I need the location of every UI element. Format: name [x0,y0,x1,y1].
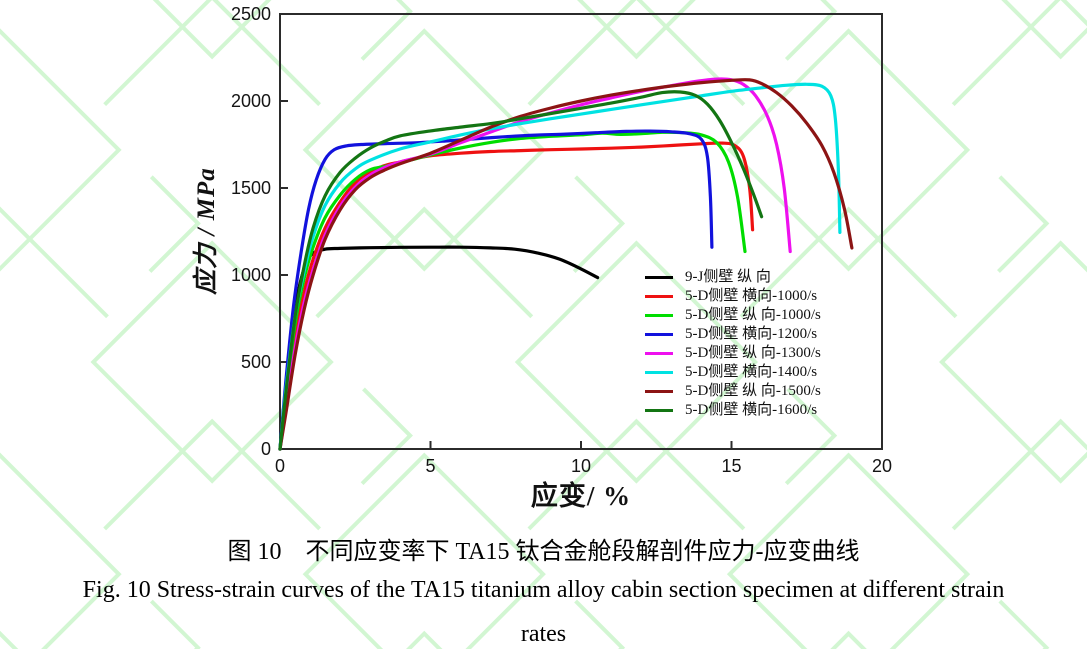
legend-line-swatch [645,409,673,412]
caption-english-line1: Fig. 10 Stress-strain curves of the TA15… [82,577,1005,603]
curve-2 [278,130,747,451]
x-tick-label: 15 [721,456,741,476]
legend-label: 5-D侧壁 纵 向-1000/s [685,307,821,323]
legend: 9-J侧壁 纵 向 5-D侧壁 横向-1000/s 5-D侧壁 纵 向-1000/s… [645,268,877,420]
axis-ticks [280,100,733,449]
curve-7 [278,90,764,451]
x-axis-title: 应变/ % [530,481,632,511]
y-tick-label: 1000 [231,265,271,285]
legend-item: 5-D侧壁 纵 向-1000/s [645,306,877,325]
legend-line-swatch [645,295,673,298]
legend-line-swatch [645,352,673,355]
series-curves [278,77,854,451]
legend-line-swatch [645,371,673,374]
x-tick-label: 0 [275,456,285,476]
caption-english-line2: rates [520,621,567,647]
caption-chinese: 图 10 不同应变率下 TA15 钛合金舱段解剖件应力-应变曲线 [227,539,860,565]
curve-0 [278,245,600,451]
legend-item: 5-D侧壁 横向-1200/s [645,325,877,344]
tick-labels: 0 5 10 15 20 0 500 1000 1500 2000 2500 [231,4,892,476]
y-tick-label: 2000 [231,91,271,111]
y-tick-label: 500 [241,352,271,372]
legend-label: 9-J侧壁 纵 向 [685,269,771,285]
legend-label: 5-D侧壁 纵 向-1500/s [685,383,821,399]
legend-label: 5-D侧壁 横向-1400/s [685,364,818,380]
legend-label: 5-D侧壁 横向-1600/s [685,402,818,418]
legend-item: 5-D侧壁 横向-1400/s [645,363,877,382]
y-axis-title: 应力 / MPa [193,167,220,295]
x-tick-label: 10 [571,456,591,476]
legend-item: 5-D侧壁 纵 向-1500/s [645,382,877,401]
legend-label: 5-D侧壁 纵 向-1300/s [685,345,821,361]
y-tick-label: 1500 [231,178,271,198]
legend-label: 5-D侧壁 横向-1200/s [685,326,818,342]
curve-6 [278,78,854,451]
curve-5 [278,82,842,451]
legend-line-swatch [645,276,673,279]
y-tick-label: 2500 [231,4,271,24]
legend-line-swatch [645,390,673,393]
legend-line-swatch [645,314,673,317]
y-tick-label: 0 [261,439,271,459]
legend-label: 5-D侧壁 横向-1000/s [685,288,818,304]
legend-item: 5-D侧壁 横向-1600/s [645,401,877,420]
legend-item: 5-D侧壁 横向-1000/s [645,287,877,306]
x-tick-label: 5 [425,456,435,476]
legend-item: 9-J侧壁 纵 向 [645,268,877,287]
legend-item: 5-D侧壁 纵 向-1300/s [645,344,877,363]
legend-line-swatch [645,333,673,336]
x-tick-label: 20 [872,456,892,476]
